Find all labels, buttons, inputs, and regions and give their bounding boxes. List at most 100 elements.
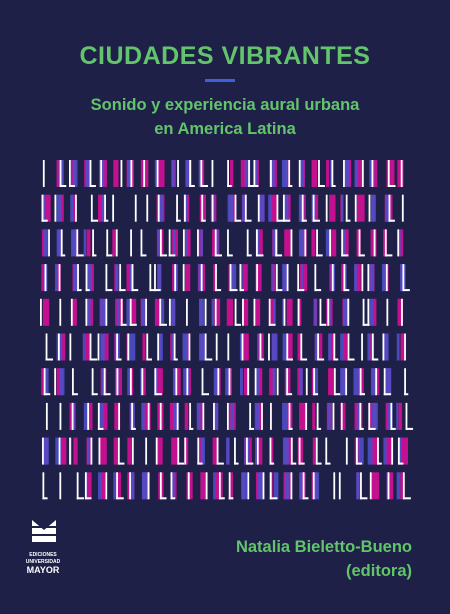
pattern-bar: [356, 402, 362, 430]
pattern-bar: [60, 254, 66, 257]
pattern-bar: [131, 437, 134, 465]
pattern-bar: [140, 368, 143, 396]
pattern-bar: [59, 402, 62, 430]
pattern-bar: [314, 289, 322, 292]
pattern-bar: [97, 472, 102, 500]
pattern-bar: [86, 437, 90, 465]
pattern-bar: [105, 264, 108, 292]
pattern-bar: [388, 194, 391, 222]
pattern-bar: [71, 368, 74, 396]
pattern-bar: [173, 368, 176, 396]
pattern-bar: [157, 194, 160, 222]
pattern-bar: [254, 160, 258, 187]
pattern-bar: [361, 333, 363, 361]
pattern-bar: [341, 229, 344, 257]
pattern-bar: [243, 298, 249, 326]
pattern-bar: [400, 437, 409, 465]
pattern-bar: [90, 194, 93, 222]
pattern-bar: [396, 402, 399, 430]
pattern-bar: [347, 298, 350, 326]
pattern-bar: [331, 185, 336, 187]
pattern-bar: [154, 368, 157, 396]
pattern-bar: [270, 402, 272, 430]
pattern-bar: [129, 333, 136, 361]
pattern-bar: [290, 462, 297, 465]
pattern-bar: [89, 185, 96, 187]
pattern-bar: [328, 333, 331, 361]
pattern-bar: [228, 472, 231, 500]
pattern-bar: [302, 497, 309, 500]
pattern-bar: [341, 229, 346, 257]
pattern-bar: [226, 298, 234, 326]
pattern-bar: [227, 160, 230, 187]
pattern-bar: [402, 289, 410, 292]
pattern-bar: [115, 264, 119, 292]
pattern-bar: [59, 185, 67, 187]
pattern-bar: [304, 229, 307, 257]
pattern-bar: [405, 402, 408, 430]
pattern-bar: [72, 160, 78, 187]
pattern-bar: [298, 160, 301, 187]
pattern-bar: [227, 229, 229, 257]
pattern-bar: [328, 333, 335, 361]
pattern-bar: [268, 323, 276, 326]
pattern-bar: [127, 160, 132, 187]
pattern-bar: [201, 194, 204, 222]
pattern-bar: [112, 194, 115, 222]
pattern-bar: [272, 229, 278, 257]
pattern-bar: [384, 229, 387, 257]
pattern-bar: [157, 194, 163, 222]
pattern-bar: [328, 229, 337, 257]
pattern-bar: [201, 219, 206, 222]
pattern-bar: [87, 402, 90, 430]
pattern-bar: [147, 402, 150, 430]
pattern-bar: [314, 264, 317, 292]
pattern-bar: [342, 298, 349, 326]
pattern-bar: [373, 229, 376, 257]
pattern-bar: [177, 160, 179, 187]
pattern-bar: [45, 402, 48, 430]
pattern-bar: [216, 437, 219, 465]
pattern-bar: [155, 368, 163, 396]
pattern-bar: [172, 229, 176, 257]
pattern-bar: [113, 472, 117, 500]
pattern-bar: [149, 289, 157, 292]
pattern-bar: [91, 393, 98, 396]
pattern-bar: [156, 160, 159, 187]
pattern-bar: [89, 358, 98, 361]
subtitle: Sonido y experiencia aural urbana: [90, 96, 360, 114]
pattern-bar: [71, 402, 74, 430]
pattern-bar: [257, 472, 264, 500]
pattern-bar: [317, 358, 325, 361]
pattern-bar: [45, 333, 48, 361]
pattern-bar: [43, 229, 49, 257]
pattern-bar: [383, 437, 387, 465]
pattern-bar: [249, 427, 254, 430]
pattern-bar: [258, 194, 265, 222]
pattern-bar: [311, 160, 318, 187]
pattern-bar: [97, 402, 100, 430]
pattern-bar: [345, 437, 348, 465]
pattern-bar: [57, 333, 60, 361]
pattern-bar: [119, 264, 122, 292]
pattern-bar: [286, 393, 293, 396]
pattern-bar: [59, 298, 62, 326]
pattern-bar: [367, 298, 370, 326]
pattern-bar: [247, 472, 250, 500]
pattern-bar: [159, 229, 162, 257]
pattern-bar: [282, 333, 287, 361]
pattern-bar: [269, 462, 275, 465]
pattern-bar: [340, 368, 346, 396]
pattern-bar: [273, 298, 276, 326]
author-role: (editora): [346, 562, 412, 580]
pattern-bar: [140, 229, 143, 257]
pattern-bar: [158, 229, 162, 257]
pattern-bar: [381, 264, 387, 292]
pattern-bar: [126, 298, 131, 326]
pattern-bar: [42, 194, 51, 222]
publisher-line: MAYOR: [26, 565, 60, 575]
pattern-bar: [42, 497, 48, 500]
pattern-bar: [104, 194, 106, 222]
pattern-bar: [285, 333, 293, 361]
pattern-bar: [361, 264, 364, 292]
